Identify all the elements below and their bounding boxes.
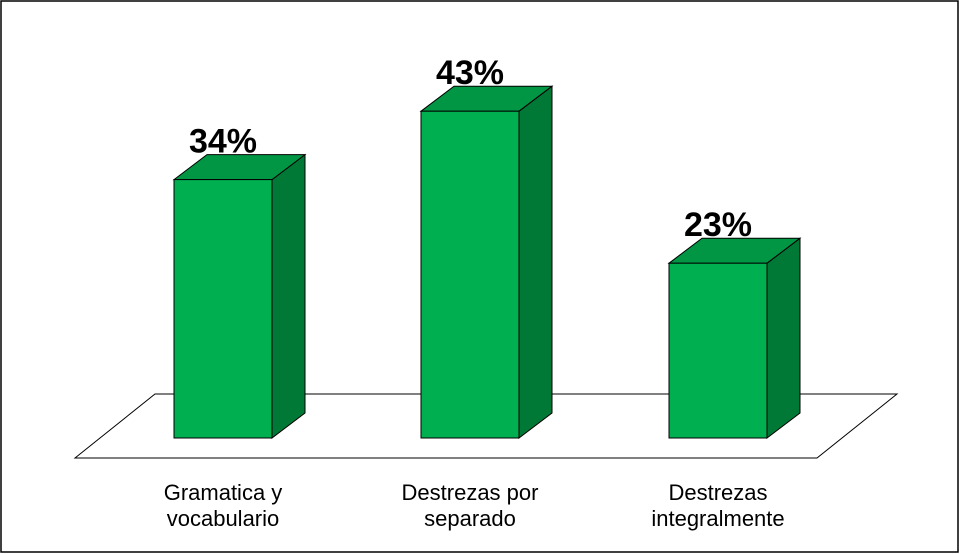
bar <box>420 110 520 439</box>
bar-side <box>271 153 306 440</box>
bar <box>173 179 273 439</box>
bar-side <box>518 85 553 440</box>
bar <box>668 262 768 439</box>
data-label: 34% <box>189 123 257 161</box>
x-tick-label: Gramatica y vocabulario <box>163 480 283 531</box>
x-tick-label: Destrezas por separado <box>401 480 539 531</box>
x-tick-label: Destrezas integralmente <box>651 480 785 531</box>
data-label: 23% <box>684 206 752 244</box>
bar-side <box>766 237 801 440</box>
data-label: 43% <box>436 54 504 92</box>
